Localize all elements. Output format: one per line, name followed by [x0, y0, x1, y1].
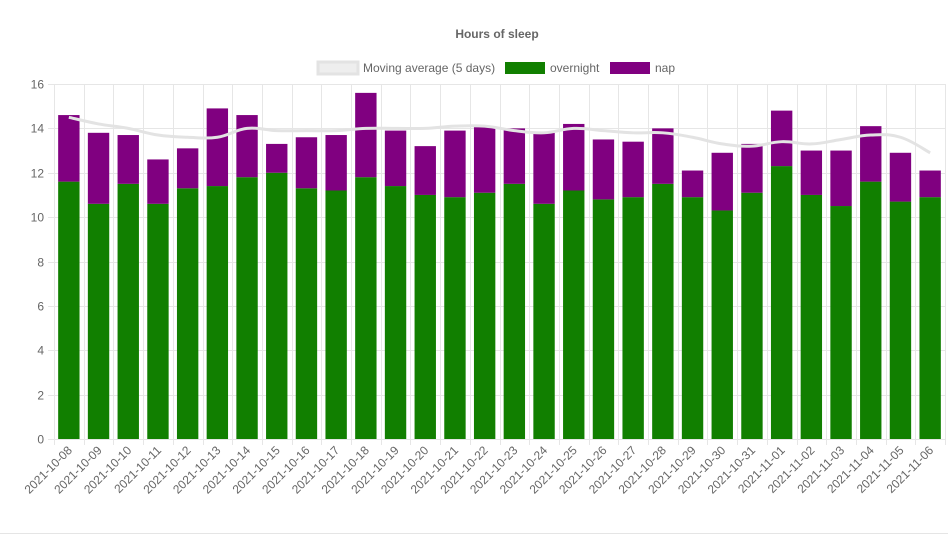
bar-overnight[interactable] [800, 194, 823, 439]
bar-overnight[interactable] [58, 181, 80, 439]
bar-nap[interactable] [919, 170, 941, 198]
bar-overnight[interactable] [741, 192, 763, 439]
bar-overnight[interactable] [266, 172, 288, 439]
x-axis: 2021-10-082021-10-092021-10-102021-10-11… [22, 443, 937, 497]
bar-overnight[interactable] [889, 201, 912, 439]
bar-nap[interactable] [563, 123, 585, 191]
bar-nap[interactable] [58, 115, 80, 182]
bar-nap[interactable] [87, 132, 110, 204]
bar-nap[interactable] [444, 130, 466, 198]
legend-label-nap: nap [655, 61, 675, 75]
legend-swatch-nap [610, 62, 650, 74]
bar-nap[interactable] [889, 152, 912, 202]
bar-nap[interactable] [711, 152, 733, 211]
bar-overnight[interactable] [117, 183, 139, 439]
bar-nap[interactable] [622, 141, 644, 198]
moving-average-line [68, 115, 931, 155]
bar-nap[interactable] [592, 139, 615, 200]
bar-overnight[interactable] [860, 181, 882, 439]
y-tick-label: 14 [31, 122, 45, 136]
bar-nap[interactable] [800, 150, 823, 195]
legend-item-moving-average[interactable]: Moving average (5 days) [316, 60, 495, 76]
bar-overnight[interactable] [830, 206, 852, 439]
bar-nap[interactable] [503, 128, 526, 184]
legend-swatch-overnight [505, 62, 545, 74]
bar-overnight[interactable] [622, 197, 644, 439]
legend-swatch-moving-average [316, 60, 360, 76]
bar-overnight[interactable] [533, 203, 555, 439]
bar-overnight[interactable] [563, 190, 585, 440]
bar-overnight[interactable] [592, 199, 615, 439]
bar-overnight[interactable] [473, 192, 496, 439]
y-tick-label: 0 [37, 433, 44, 447]
legend[interactable]: Moving average (5 days) overnight nap [316, 60, 675, 76]
bar-overnight[interactable] [444, 197, 466, 439]
bottom-rule [0, 533, 948, 534]
bar-nap[interactable] [414, 146, 436, 195]
bar-nap[interactable] [295, 137, 318, 189]
bar-nap[interactable] [206, 108, 229, 187]
bar-overnight[interactable] [414, 194, 436, 439]
bars [58, 92, 941, 440]
bar-nap[interactable] [830, 150, 852, 207]
bar-overnight[interactable] [770, 166, 793, 439]
bar-overnight[interactable] [919, 197, 941, 439]
bar-overnight[interactable] [147, 203, 169, 439]
chart-title: Hours of sleep [455, 27, 538, 41]
bar-nap[interactable] [384, 130, 407, 187]
y-tick-label: 16 [31, 78, 45, 92]
legend-item-nap[interactable]: nap [610, 61, 675, 75]
bar-nap[interactable] [533, 132, 555, 204]
bar-nap[interactable] [652, 128, 674, 184]
y-tick-label: 10 [31, 211, 45, 225]
bar-nap[interactable] [325, 135, 347, 191]
bar-overnight[interactable] [503, 183, 526, 439]
bar-nap[interactable] [681, 170, 704, 198]
bar-nap[interactable] [860, 126, 882, 182]
bar-nap[interactable] [236, 115, 258, 178]
legend-label-overnight: overnight [550, 61, 600, 75]
bar-overnight[interactable] [681, 197, 704, 439]
legend-item-overnight[interactable]: overnight [505, 61, 600, 75]
bar-nap[interactable] [741, 143, 763, 193]
bar-overnight[interactable] [652, 183, 674, 439]
bar-nap[interactable] [355, 92, 377, 178]
bar-overnight[interactable] [711, 210, 733, 439]
bar-nap[interactable] [147, 159, 169, 204]
bar-nap[interactable] [117, 135, 139, 184]
bar-overnight[interactable] [325, 190, 347, 440]
bar-overnight[interactable] [236, 177, 258, 439]
y-tick-label: 6 [37, 300, 44, 314]
y-axis: 0 2 4 6 8 10 12 14 16 [31, 78, 45, 447]
bar-nap[interactable] [176, 148, 199, 189]
y-tick-label: 12 [31, 167, 45, 181]
moving-average-line-group [68, 115, 931, 155]
bar-overnight[interactable] [295, 188, 318, 439]
bar-nap[interactable] [473, 126, 496, 193]
y-tick-label: 2 [37, 389, 44, 403]
y-tick-label: 8 [37, 256, 44, 270]
bar-overnight[interactable] [87, 203, 110, 439]
y-tick-label: 4 [37, 344, 44, 358]
bar-nap[interactable] [770, 110, 793, 167]
legend-label-moving-average: Moving average (5 days) [363, 61, 495, 75]
bar-nap[interactable] [266, 143, 288, 173]
bar-overnight[interactable] [384, 186, 407, 439]
bar-overnight[interactable] [355, 177, 377, 439]
bar-overnight[interactable] [206, 186, 229, 439]
bar-overnight[interactable] [176, 188, 199, 439]
